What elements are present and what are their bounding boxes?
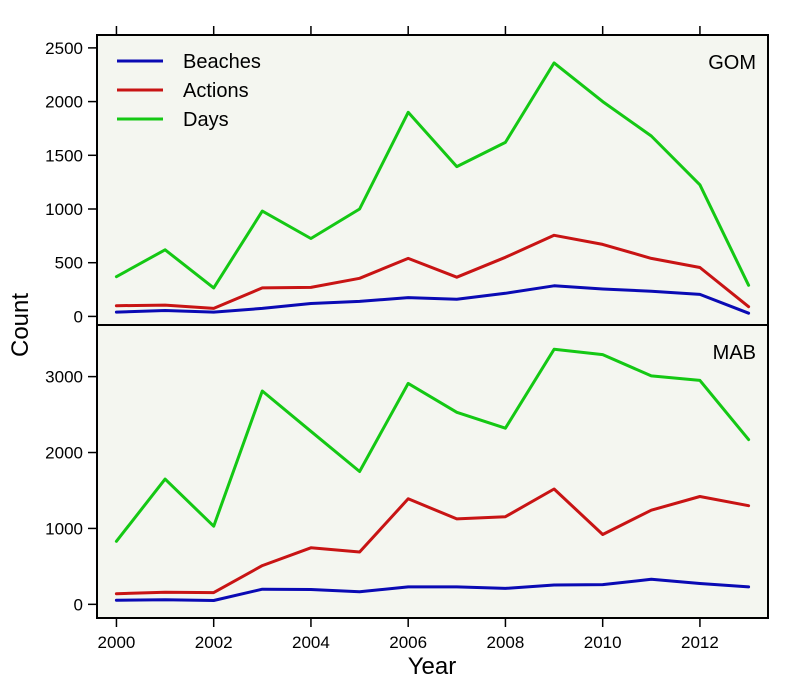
x-tick-label: 2002 <box>195 633 233 652</box>
y-axis-title: Count <box>7 293 34 357</box>
panel-mab-series-beaches <box>114 577 751 602</box>
panel-mab-y-tick-label: 3000 <box>45 368 83 387</box>
panel-gom-y-tick-label: 1000 <box>45 200 83 219</box>
panel-mab-frame <box>96 324 769 619</box>
panel-gom-series-days <box>114 61 751 290</box>
panel-mab-y-tick-label: 0 <box>74 595 83 614</box>
x-tick-label: 2004 <box>292 633 330 652</box>
panel-mab-y-tick-label: 1000 <box>45 519 83 538</box>
panel-gom-y-tick-label: 2500 <box>45 39 83 58</box>
x-tick-label: 2012 <box>681 633 719 652</box>
x-tick-label: 2010 <box>584 633 622 652</box>
panel-gom-y-tick-label: 1500 <box>45 146 83 165</box>
x-tick-label: 2008 <box>487 633 525 652</box>
panel-gom-y-tick-label: 2000 <box>45 93 83 112</box>
panel-mab-label: MAB <box>713 342 756 364</box>
panel-mab-y-tick-label: 2000 <box>45 444 83 463</box>
panel-gom-frame <box>96 34 769 326</box>
panel-gom-series-beaches <box>114 284 751 315</box>
panel-gom-y-tick-label: 0 <box>74 307 83 326</box>
x-tick-label: 2000 <box>98 633 136 652</box>
legend-label-beaches: Beaches <box>183 51 261 73</box>
x-axis-title: Year <box>408 653 457 680</box>
panel-mab-series-days <box>114 347 751 543</box>
panel-gom-label: GOM <box>708 52 756 74</box>
panel-gom-y-tick-label: 500 <box>55 254 83 273</box>
x-tick-label: 2006 <box>389 633 427 652</box>
legend-label-actions: Actions <box>183 80 249 102</box>
panel-gom-series-actions <box>114 233 751 310</box>
legend-label-days: Days <box>183 109 229 131</box>
panel-mab-series-actions <box>114 487 751 596</box>
